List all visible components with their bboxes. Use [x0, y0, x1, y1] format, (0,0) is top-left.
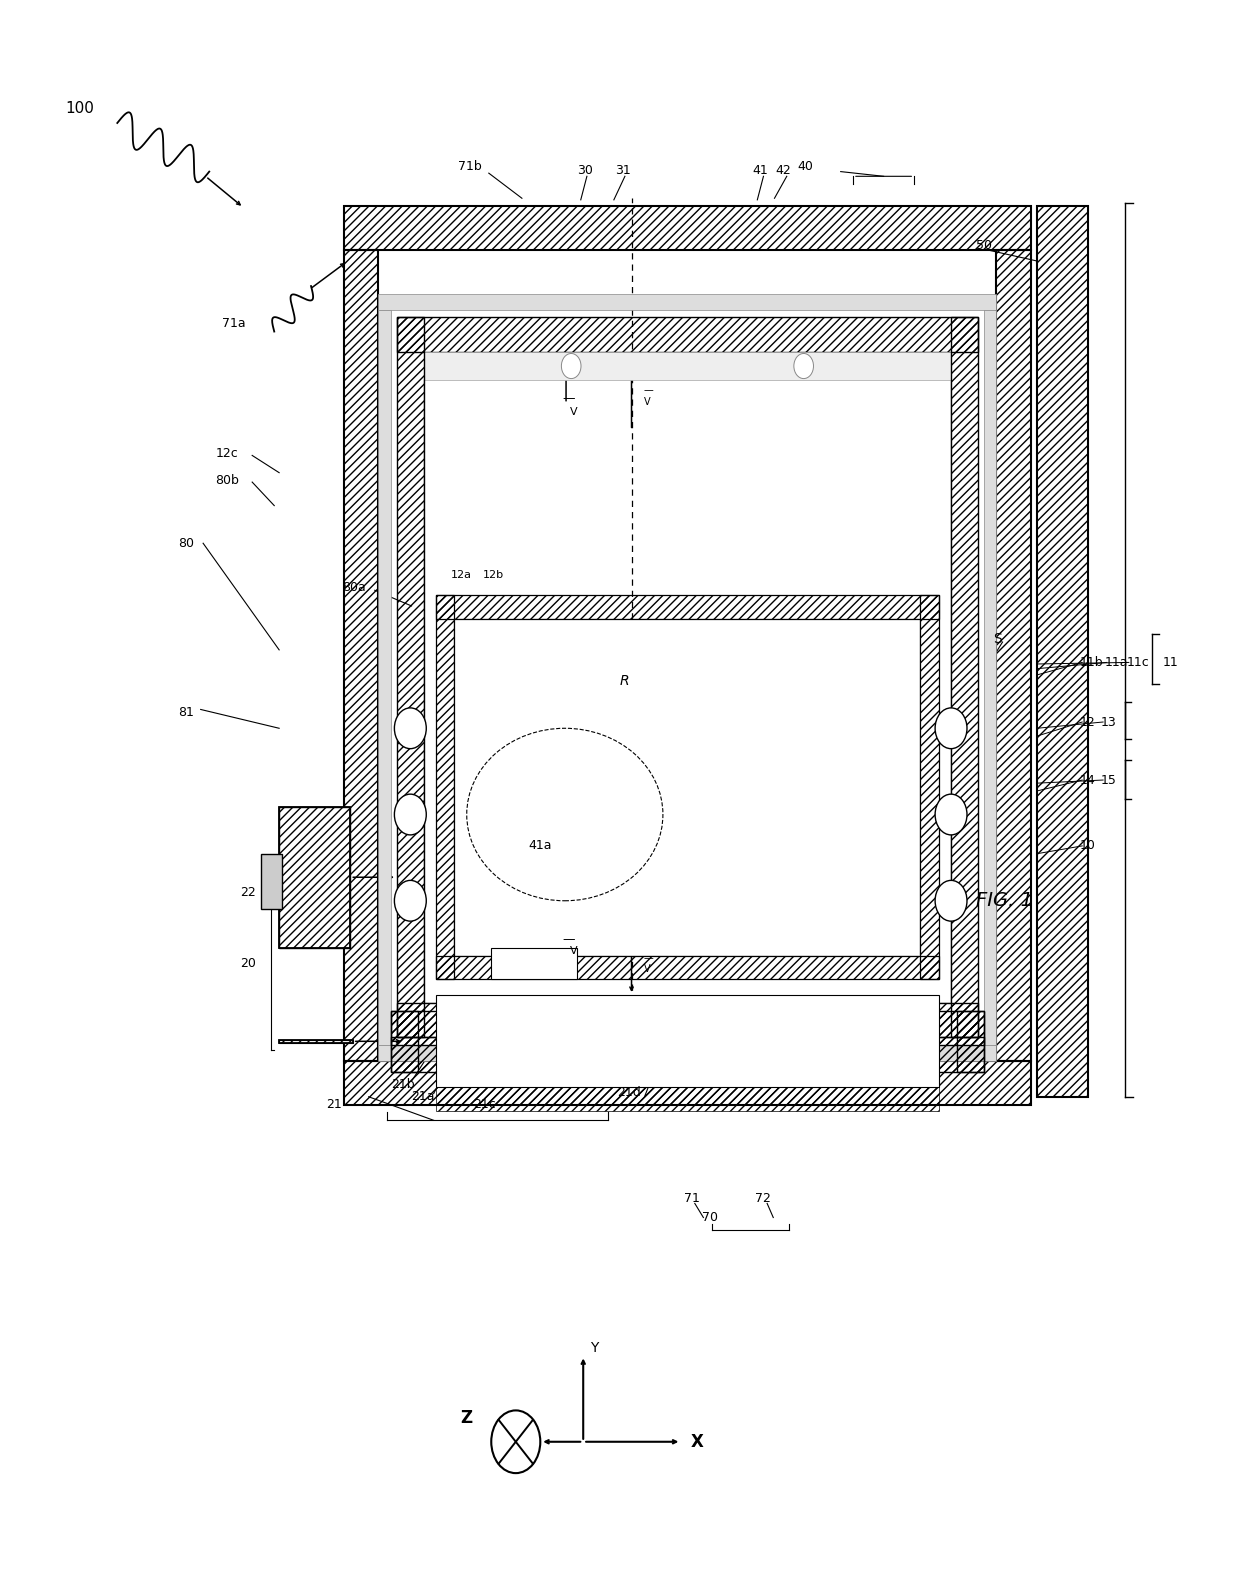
Bar: [378, 310, 391, 1046]
Bar: [378, 1046, 997, 1060]
Bar: [436, 1087, 939, 1111]
Text: Y: Y: [590, 1340, 599, 1354]
Circle shape: [935, 880, 967, 921]
Text: 14: 14: [1080, 774, 1096, 786]
Text: 80: 80: [179, 536, 195, 549]
Text: 21a: 21a: [412, 1090, 435, 1103]
Bar: [378, 294, 997, 1060]
Bar: [345, 250, 378, 1060]
Text: 13: 13: [1101, 715, 1116, 728]
Bar: [436, 995, 939, 1087]
Text: 71b: 71b: [458, 160, 482, 174]
Bar: [397, 1003, 978, 1038]
Circle shape: [562, 353, 582, 378]
Text: —: —: [563, 933, 575, 946]
Bar: [997, 250, 1030, 1060]
Text: 21: 21: [326, 1098, 341, 1111]
Text: V: V: [569, 946, 578, 956]
Text: —
V: — V: [644, 384, 653, 407]
Text: 71a: 71a: [222, 318, 246, 331]
Text: 71: 71: [683, 1193, 699, 1205]
Bar: [279, 1039, 352, 1043]
Text: 10: 10: [1080, 840, 1096, 853]
Text: 70: 70: [702, 1212, 718, 1224]
Circle shape: [491, 1411, 541, 1473]
Text: 11b: 11b: [1080, 657, 1104, 669]
Bar: [957, 1011, 985, 1071]
Bar: [391, 1011, 418, 1071]
Bar: [279, 807, 350, 948]
Text: 22: 22: [239, 886, 255, 900]
Circle shape: [394, 794, 427, 835]
Text: 11c: 11c: [1126, 657, 1149, 669]
Text: 100: 100: [66, 101, 94, 117]
Bar: [424, 351, 951, 380]
Text: 21c: 21c: [472, 1098, 496, 1111]
Bar: [345, 206, 1030, 250]
Bar: [279, 1039, 352, 1043]
Text: 21b: 21b: [391, 1077, 414, 1090]
Text: 11: 11: [1163, 657, 1179, 669]
Bar: [260, 854, 281, 908]
Text: 41a: 41a: [528, 840, 552, 853]
Bar: [397, 318, 978, 351]
Bar: [279, 807, 350, 948]
Bar: [391, 1038, 985, 1046]
Text: 12: 12: [1080, 715, 1096, 728]
Bar: [424, 380, 951, 1003]
Bar: [391, 1038, 985, 1071]
Text: 11a: 11a: [1105, 657, 1128, 669]
Bar: [951, 318, 978, 1038]
Text: S: S: [993, 631, 1002, 645]
Text: V: V: [569, 407, 578, 416]
Bar: [920, 595, 939, 979]
Bar: [1037, 206, 1089, 1096]
Circle shape: [794, 353, 813, 378]
Circle shape: [935, 794, 967, 835]
Text: 30: 30: [577, 163, 593, 177]
Circle shape: [394, 707, 427, 748]
Bar: [491, 948, 577, 979]
Bar: [378, 294, 997, 310]
Text: 31: 31: [615, 163, 631, 177]
Text: Z: Z: [460, 1410, 472, 1427]
Text: 50: 50: [976, 239, 992, 252]
Bar: [391, 1011, 985, 1046]
Text: 80b: 80b: [216, 475, 239, 487]
Text: 12c: 12c: [216, 448, 238, 460]
Bar: [436, 595, 939, 619]
Text: 81: 81: [179, 706, 195, 720]
Text: 80a: 80a: [342, 581, 366, 593]
Bar: [436, 595, 455, 979]
Text: 72: 72: [755, 1193, 771, 1205]
Text: R: R: [620, 674, 630, 688]
Bar: [985, 310, 997, 1046]
Text: 12a: 12a: [451, 570, 471, 579]
Text: 15: 15: [1101, 774, 1116, 786]
Text: X: X: [691, 1433, 704, 1451]
Text: —: —: [563, 392, 575, 405]
Text: 21d: 21d: [618, 1085, 641, 1098]
Text: 41: 41: [753, 163, 768, 177]
Circle shape: [935, 707, 967, 748]
Text: 12b: 12b: [482, 570, 503, 579]
Text: 20: 20: [239, 957, 255, 970]
Text: FIG. 1: FIG. 1: [976, 891, 1033, 910]
Text: 42: 42: [776, 163, 791, 177]
Text: 40: 40: [797, 160, 813, 174]
Bar: [397, 318, 424, 1038]
Bar: [345, 1060, 1030, 1104]
Circle shape: [394, 880, 427, 921]
Text: —
V: — V: [644, 952, 653, 975]
Bar: [455, 619, 920, 956]
Bar: [436, 956, 939, 979]
